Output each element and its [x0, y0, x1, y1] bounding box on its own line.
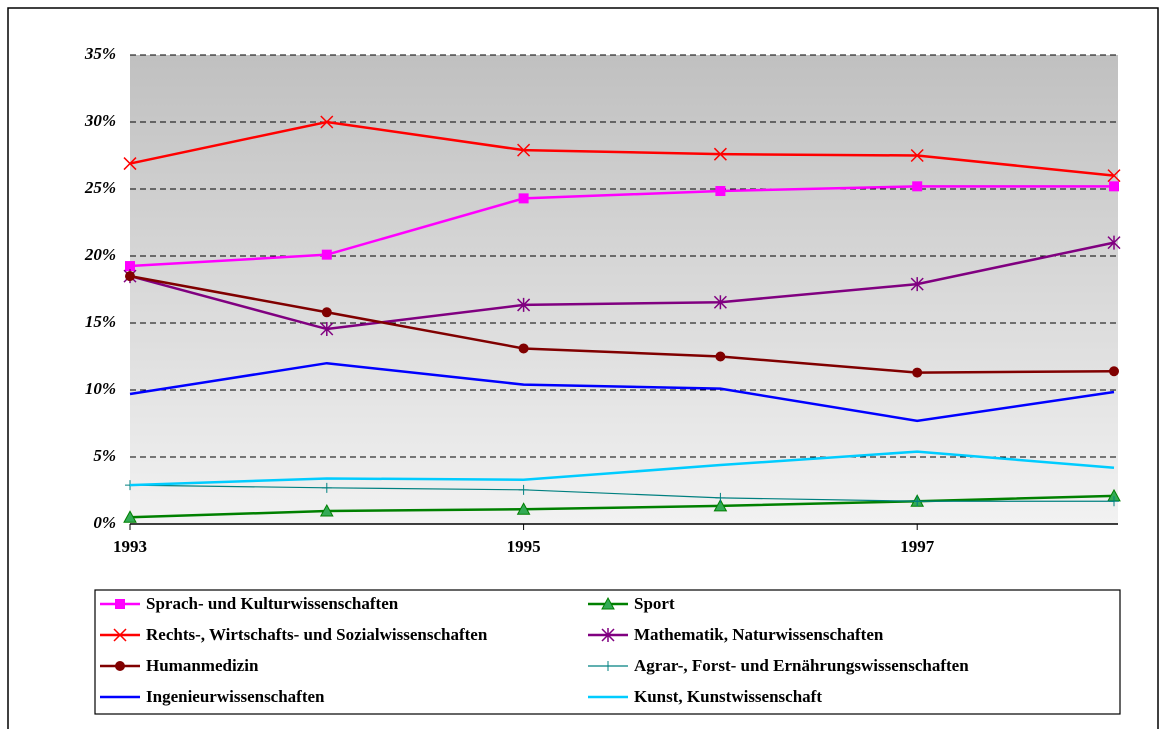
marker	[715, 186, 726, 197]
marker	[1109, 496, 1119, 507]
marker	[912, 496, 923, 507]
legend-label: Humanmedizin	[146, 656, 259, 675]
legend-marker	[601, 596, 615, 610]
marker	[319, 503, 334, 517]
marker	[912, 367, 923, 378]
marker	[125, 261, 135, 272]
marker	[321, 307, 332, 318]
marker	[517, 297, 531, 312]
x-tick-label: 1995	[507, 537, 541, 556]
marker	[1109, 181, 1119, 192]
marker	[518, 484, 529, 495]
legend	[94, 589, 1121, 715]
marker	[517, 143, 531, 157]
marker	[715, 351, 726, 362]
chart-frame	[7, 7, 1159, 729]
series-line	[129, 450, 1115, 487]
marker	[320, 115, 334, 129]
legend-label: Sport	[634, 594, 675, 613]
legend-marker	[601, 628, 615, 642]
marker	[321, 482, 332, 493]
legend-label: Sprach- und Kulturwissenschaften	[146, 594, 399, 613]
marker	[713, 295, 727, 310]
legend-label: Kunst, Kunstwissenschaft	[634, 687, 822, 706]
legend-label: Rechts-, Wirtschafts- und Sozialwissensc…	[146, 625, 488, 644]
series-line	[129, 185, 1114, 268]
marker	[713, 147, 727, 161]
y-tick-label: 15%	[85, 312, 116, 331]
marker	[516, 502, 531, 515]
marker	[123, 510, 137, 523]
marker	[518, 343, 529, 354]
y-tick-label: 10%	[85, 379, 116, 398]
legend-label: Agrar-, Forst- und Ernährungswissenschaf…	[634, 656, 969, 675]
marker	[1107, 169, 1121, 183]
legend-label: Mathematik, Naturwissenschaften	[634, 625, 884, 644]
plot-area	[130, 55, 1118, 524]
marker	[125, 271, 135, 282]
series-line	[129, 274, 1115, 374]
y-tick-label: 0%	[93, 513, 116, 532]
legend-label: Ingenieurwissenschaften	[146, 687, 325, 706]
series-line	[129, 494, 1115, 519]
y-tick-label: 30%	[84, 111, 116, 130]
marker	[1109, 366, 1119, 377]
series-line	[129, 484, 1114, 502]
series-line	[129, 361, 1115, 423]
marker	[320, 322, 334, 337]
marker	[910, 277, 924, 292]
marker	[321, 249, 332, 260]
marker	[123, 157, 137, 171]
y-tick-label: 5%	[93, 446, 116, 465]
marker	[715, 492, 726, 503]
marker	[518, 193, 529, 204]
marker	[910, 148, 924, 163]
y-tick-label: 35%	[84, 44, 116, 63]
legend-marker	[115, 661, 125, 671]
series-line	[129, 241, 1115, 331]
legend-marker	[113, 628, 127, 642]
legend-marker	[603, 661, 613, 671]
x-tick-label: 1997	[900, 537, 935, 556]
series-line	[129, 120, 1115, 177]
marker	[713, 498, 728, 512]
y-tick-label: 20%	[84, 245, 116, 264]
legend-marker	[115, 599, 125, 609]
marker	[1107, 235, 1121, 250]
y-tick-label: 25%	[84, 178, 116, 197]
x-tick-label: 1993	[113, 537, 147, 556]
marker	[912, 181, 923, 192]
